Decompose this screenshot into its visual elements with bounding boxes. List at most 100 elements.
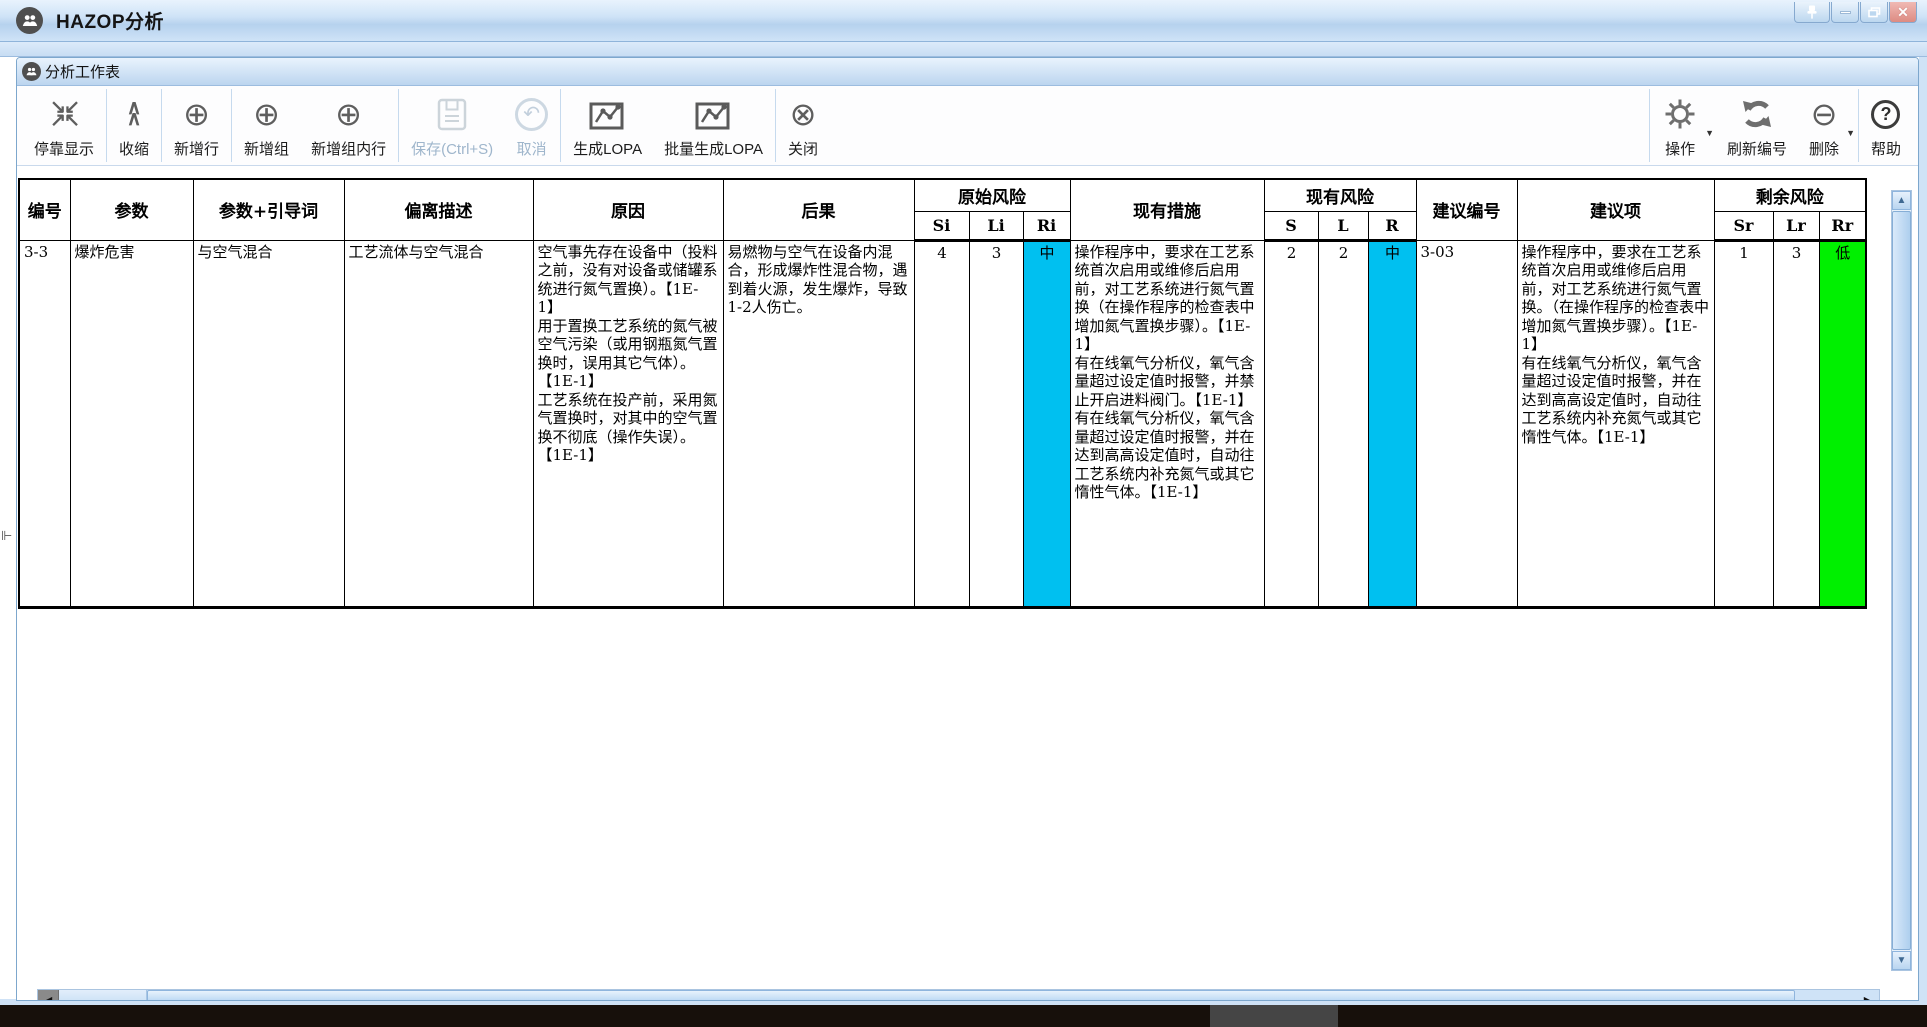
col-header-existing-measures: 现有措施 — [1069, 178, 1265, 241]
toolbar-separator — [161, 89, 163, 162]
vertical-scrollbar[interactable]: ▲ ▼ — [1891, 190, 1912, 971]
cell-suggestion-id[interactable]: 3-03 — [1415, 239, 1518, 609]
cell-suggestion[interactable]: 操作程序中，要求在工艺系统首次启用或维修后启用前，对工艺系统进行氮气置换。（在操… — [1516, 239, 1715, 609]
col-header-suggestion: 建议项 — [1516, 178, 1715, 241]
app-logo-icon — [16, 7, 43, 34]
col-header-deviation: 偏离描述 — [343, 178, 534, 241]
help-icon: ? — [1871, 92, 1901, 136]
toolbar-separator — [1649, 89, 1651, 162]
delete-dropdown-icon[interactable]: ▼ — [1846, 127, 1855, 138]
add-group-row-button[interactable]: ⊕ 新增组内行 — [300, 87, 397, 164]
cell-parameter[interactable]: 爆炸危害 — [69, 239, 194, 609]
toolbar-separator — [398, 89, 400, 162]
toolbar-separator — [775, 89, 777, 162]
cell-ri-risk-badge[interactable]: 中 — [1022, 239, 1071, 609]
delete-button[interactable]: ⊖ 删除 — [1798, 87, 1850, 164]
collapse-button[interactable]: ∧ ∧ 收缩 — [108, 87, 160, 164]
pin-icon — [1807, 5, 1817, 19]
dock-display-button[interactable]: ↘↙ ↗↖ 停靠显示 — [23, 87, 105, 164]
cell-r-risk-badge[interactable]: 中 — [1367, 239, 1417, 609]
add-group-row-icon: ⊕ — [335, 96, 362, 132]
col-header-s: S — [1263, 210, 1319, 242]
restore-button[interactable] — [1860, 2, 1888, 23]
scroll-up-button[interactable]: ▲ — [1892, 191, 1911, 210]
undo-icon: ↶ — [515, 92, 549, 136]
close-circle-icon: ⊗ — [789, 96, 817, 132]
splitter-handle-icon[interactable]: ⊩ — [1, 528, 13, 543]
toolbar-separator — [231, 89, 233, 162]
undo-button: ↶ 取消 — [504, 87, 559, 164]
cell-si[interactable]: 4 — [913, 239, 970, 609]
batch-lopa-icon — [695, 92, 732, 136]
col-header-l: L — [1317, 210, 1369, 242]
window-border-right — [1919, 57, 1927, 1001]
worksheet-content: 编号 参数 参数+引导词 偏离描述 原因 后果 原始风险 现有措施 现有风险 建… — [17, 178, 1918, 1000]
horizontal-scrollbar-thumb[interactable] — [147, 990, 1795, 1000]
toolbar-separator — [1857, 89, 1859, 162]
window-title: HAZOP分析 — [56, 12, 165, 33]
col-header-r: R — [1367, 210, 1417, 242]
operations-dropdown-icon[interactable]: ▼ — [1705, 127, 1715, 138]
horizontal-scrollbar-track[interactable] — [1795, 990, 1857, 1000]
toolbar-separator — [106, 89, 108, 162]
pin-button[interactable] — [1794, 2, 1830, 23]
scroll-left-button[interactable]: ◀ — [38, 990, 59, 1000]
arrow-down-icon: ▼ — [1896, 955, 1907, 966]
close-icon: ✕ — [1897, 3, 1909, 20]
toolbar-separator — [560, 89, 562, 162]
col-header-parameter-guideword: 参数+引导词 — [192, 178, 345, 241]
operations-button[interactable]: 操作 — [1651, 87, 1709, 164]
add-row-button[interactable]: ⊕ 新增行 — [163, 87, 230, 164]
close-button[interactable]: ✕ — [1889, 2, 1917, 23]
panel-title: 分析工作表 — [45, 64, 121, 81]
cell-li[interactable]: 3 — [968, 239, 1024, 609]
col-header-id: 编号 — [18, 178, 71, 241]
table-row: 3-3 爆炸危害 与空气混合 工艺流体与空气混合 空气事先存在设备中（投料之前，… — [18, 239, 1867, 609]
cell-lr[interactable]: 3 — [1772, 239, 1820, 609]
refresh-numbering-button[interactable]: 刷新编号 — [1716, 87, 1798, 164]
refresh-icon — [1739, 92, 1775, 136]
col-header-suggestion-id: 建议编号 — [1415, 178, 1518, 241]
save-icon — [437, 92, 467, 136]
scroll-right-button[interactable]: ▶ — [1857, 990, 1879, 1000]
col-header-ri: Ri — [1022, 210, 1071, 242]
generate-lopa-button[interactable]: 生成LOPA — [562, 87, 653, 164]
cell-rr-risk-badge[interactable]: 低 — [1818, 239, 1867, 609]
cell-deviation[interactable]: 工艺流体与空气混合 — [343, 239, 534, 609]
close-worksheet-button[interactable]: ⊗ 关闭 — [777, 87, 829, 164]
worksheet-icon — [22, 62, 41, 81]
col-header-li: Li — [968, 210, 1024, 242]
taskbar-item[interactable] — [1210, 1005, 1338, 1027]
cell-l[interactable]: 2 — [1317, 239, 1369, 609]
add-group-icon: ⊕ — [253, 96, 280, 132]
save-button: 保存(Ctrl+S) — [400, 87, 504, 164]
col-header-rr: Rr — [1818, 210, 1867, 242]
cell-s[interactable]: 2 — [1263, 239, 1319, 609]
window-border-bottom — [0, 999, 1927, 1005]
col-header-si: Si — [913, 210, 970, 242]
col-header-consequence: 后果 — [722, 178, 915, 241]
arrow-up-icon: ▲ — [1896, 195, 1907, 206]
cell-sr[interactable]: 1 — [1713, 239, 1774, 609]
cell-existing-measures[interactable]: 操作程序中，要求在工艺系统首次启用或维修后启用前，对工艺系统进行氮气置换（在操作… — [1069, 239, 1265, 609]
horizontal-scrollbar-track[interactable] — [59, 990, 147, 1000]
vertical-scrollbar-thumb[interactable] — [1892, 211, 1911, 950]
col-header-current-risk: 现有风险 — [1263, 178, 1417, 212]
col-header-cause: 原因 — [532, 178, 724, 241]
window-border-strip — [0, 42, 1927, 57]
horizontal-scrollbar[interactable]: ◀ ▶ — [37, 989, 1880, 1000]
col-header-lr: Lr — [1772, 210, 1820, 242]
cell-id[interactable]: 3-3 — [18, 239, 71, 609]
cell-consequence[interactable]: 易燃物与空气在设备内混合，形成爆炸性混合物，遇到着火源，发生爆炸，导致1-2人伤… — [722, 239, 915, 609]
collapse-icon: ∧ ∧ — [126, 97, 142, 130]
dock-display-icon: ↘↙ ↗↖ — [50, 97, 80, 131]
add-group-button[interactable]: ⊕ 新增组 — [233, 87, 300, 164]
cell-parameter-guideword[interactable]: 与空气混合 — [192, 239, 345, 609]
batch-generate-lopa-button[interactable]: 批量生成LOPA — [653, 87, 774, 164]
generate-lopa-icon — [589, 92, 626, 136]
minimize-button[interactable] — [1831, 2, 1859, 23]
cell-cause[interactable]: 空气事先存在设备中（投料之前，没有对设备或储罐系统进行氮气置换）。【1E-1】 … — [532, 239, 724, 609]
col-header-parameter: 参数 — [69, 178, 194, 241]
scroll-down-button[interactable]: ▼ — [1892, 951, 1911, 970]
help-button[interactable]: ? 帮助 — [1860, 87, 1912, 164]
